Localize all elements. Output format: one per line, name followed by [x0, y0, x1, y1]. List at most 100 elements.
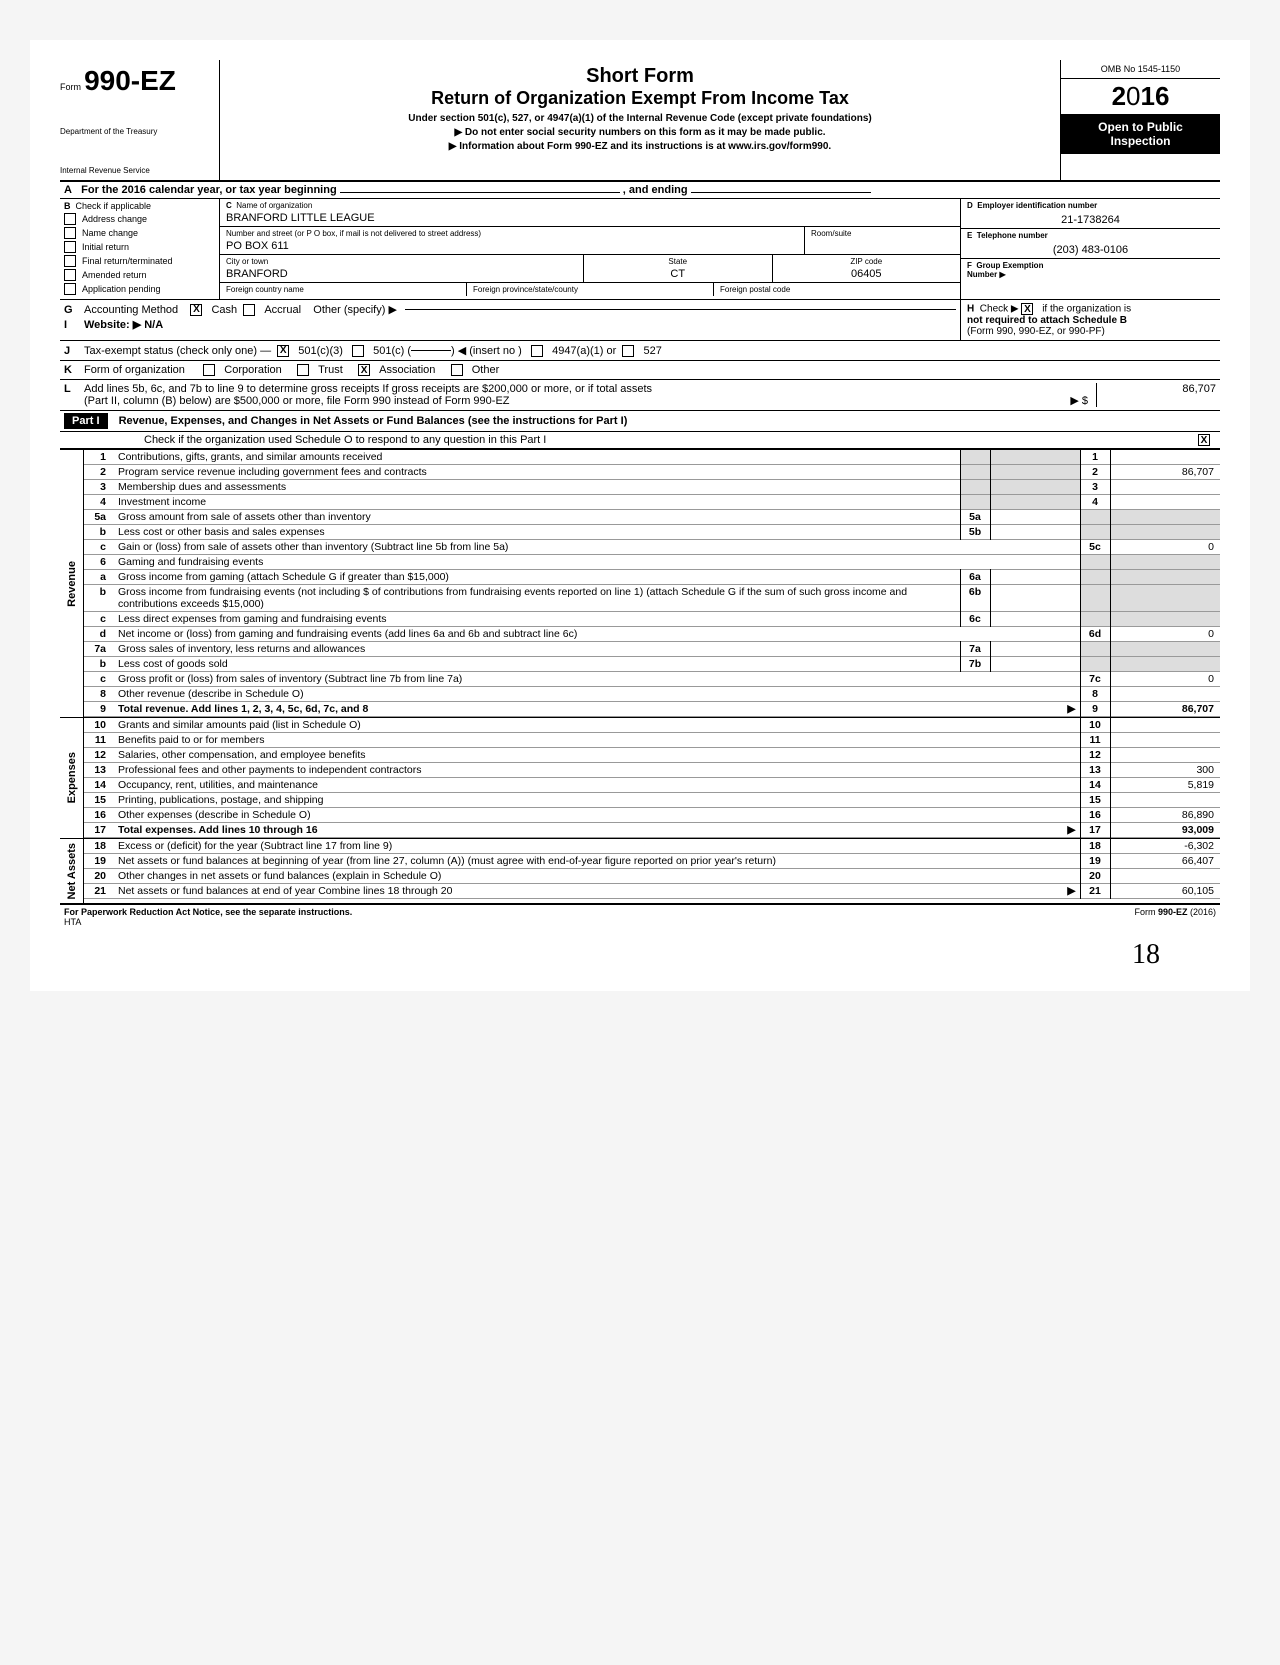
- section-bcdef: B Check if applicable Address change Nam…: [60, 199, 1220, 300]
- label-b: B: [64, 201, 71, 211]
- checkbox-amended[interactable]: [64, 269, 76, 281]
- netassets-label: Net Assets: [64, 839, 80, 903]
- k-opt1: Corporation: [224, 364, 281, 376]
- instruction-1: ▶ Do not enter social security numbers o…: [230, 127, 1050, 138]
- label-g: G: [64, 304, 84, 316]
- netassets-section: Net Assets 18Excess or (deficit) for the…: [60, 838, 1220, 903]
- line-2: 2Program service revenue including gover…: [84, 465, 1220, 480]
- year-suffix: 16: [1141, 81, 1170, 111]
- part1-title: Revenue, Expenses, and Changes in Net As…: [119, 415, 628, 427]
- footer: For Paperwork Reduction Act Notice, see …: [60, 903, 1220, 929]
- check-initial: Initial return: [64, 241, 215, 253]
- col-def: D Employer identification number 21-1738…: [960, 199, 1220, 299]
- omb-number: OMB No 1545-1150: [1061, 60, 1220, 79]
- f-text: Group Exemption: [976, 261, 1043, 270]
- line-4: 4Investment income4: [84, 495, 1220, 510]
- footer-hta: HTA: [64, 917, 81, 927]
- j-opt3: 4947(a)(1) or: [552, 345, 616, 357]
- checkbox-trust[interactable]: [297, 364, 309, 376]
- checkbox-501c[interactable]: [352, 345, 364, 357]
- l-text1: Add lines 5b, 6c, and 7b to line 9 to de…: [84, 383, 1062, 395]
- check-address: Address change: [64, 213, 215, 225]
- checkbox-name[interactable]: [64, 227, 76, 239]
- j-opt4: 527: [643, 345, 661, 357]
- foreign-country: Foreign country name: [226, 285, 460, 294]
- j-opt2: 501(c) (: [373, 345, 411, 357]
- k-opt4: Other: [472, 364, 500, 376]
- checkbox-cash[interactable]: X: [190, 304, 202, 316]
- line-7c: cGross profit or (loss) from sales of in…: [84, 672, 1220, 687]
- check-final: Final return/terminated: [64, 255, 215, 267]
- form-header: Form 990-EZ Department of the Treasury I…: [60, 60, 1220, 182]
- checkbox-527[interactable]: [622, 345, 634, 357]
- line-5a: 5aGross amount from sale of assets other…: [84, 510, 1220, 525]
- form-990ez: Form 990-EZ Department of the Treasury I…: [30, 40, 1250, 991]
- checkbox-address[interactable]: [64, 213, 76, 225]
- part1-label: Part I: [64, 413, 108, 429]
- netassets-side: Net Assets: [60, 839, 84, 903]
- line-9: 9Total revenue. Add lines 1, 2, 3, 4, 5c…: [84, 702, 1220, 717]
- checkbox-initial[interactable]: [64, 241, 76, 253]
- foreign-province: Foreign province/state/county: [473, 285, 707, 294]
- row-a-text1: For the 2016 calendar year, or tax year …: [81, 184, 337, 196]
- state-label: State: [590, 257, 766, 266]
- checkbox-h[interactable]: X: [1021, 303, 1033, 315]
- accrual-label: Accrual: [264, 304, 301, 316]
- line-6: 6Gaming and fundraising events: [84, 555, 1220, 570]
- cell-f: F Group Exemption Number ▶: [961, 259, 1220, 281]
- line-6a: aGross income from gaming (attach Schedu…: [84, 570, 1220, 585]
- other-label: Other (specify) ▶: [313, 303, 397, 316]
- line-13: 13Professional fees and other payments t…: [84, 763, 1220, 778]
- h-text2: if the organization is: [1042, 304, 1131, 315]
- form-number: 990-EZ: [84, 65, 176, 96]
- tax-year: 2016: [1061, 79, 1220, 114]
- line-1: 1Contributions, gifts, grants, and simil…: [84, 450, 1220, 465]
- open-public: Open to Public Inspection: [1061, 114, 1220, 154]
- col-c: C Name of organization BRANFORD LITTLE L…: [220, 199, 960, 299]
- checkbox-part1-sched-o[interactable]: X: [1198, 434, 1210, 446]
- handwritten-note: 18: [60, 939, 1220, 971]
- checkbox-other[interactable]: [451, 364, 463, 376]
- d-text: Employer identification number: [977, 201, 1097, 210]
- line-10: 10Grants and similar amounts paid (list …: [84, 718, 1220, 733]
- line-11: 11Benefits paid to or for members11: [84, 733, 1220, 748]
- j-opt1: 501(c)(3): [298, 345, 343, 357]
- label-e: E: [967, 231, 972, 240]
- website: Website: ▶ N/A: [84, 318, 163, 331]
- phone-value: (203) 483-0106: [967, 244, 1214, 256]
- label-f: F: [967, 261, 972, 270]
- room-label: Room/suite: [811, 229, 954, 238]
- label-k: K: [64, 364, 84, 376]
- label-a: A: [64, 184, 72, 196]
- city-value: BRANFORD: [226, 268, 577, 280]
- checkbox-501c3[interactable]: X: [277, 345, 289, 357]
- line-7b: bLess cost of goods sold7b: [84, 657, 1220, 672]
- j-text: Tax-exempt status (check only one) —: [84, 345, 271, 357]
- checkbox-corp[interactable]: [203, 364, 215, 376]
- title-return: Return of Organization Exempt From Incom…: [230, 88, 1050, 109]
- k-opt3: Association: [379, 364, 435, 376]
- check-name: Name change: [64, 227, 215, 239]
- line-7a: 7aGross sales of inventory, less returns…: [84, 642, 1220, 657]
- checkbox-final[interactable]: [64, 255, 76, 267]
- l-text2: (Part II, column (B) below) are $500,000…: [84, 395, 1062, 407]
- part1-check-row: Check if the organization used Schedule …: [60, 432, 1220, 449]
- line-6d: dNet income or (loss) from gaming and fu…: [84, 627, 1220, 642]
- part1-header: Part I Revenue, Expenses, and Changes in…: [60, 411, 1220, 432]
- subtitle: Under section 501(c), 527, or 4947(a)(1)…: [230, 113, 1050, 124]
- checkbox-4947[interactable]: [531, 345, 543, 357]
- k-opt2: Trust: [318, 364, 343, 376]
- footer-left: For Paperwork Reduction Act Notice, see …: [64, 907, 352, 917]
- ein-value: 21-1738264: [967, 214, 1214, 226]
- instruction-2: ▶ Information about Form 990-EZ and its …: [230, 141, 1050, 152]
- checkbox-pending[interactable]: [64, 283, 76, 295]
- check-pending: Application pending: [64, 283, 215, 295]
- open-public-1: Open to Public: [1065, 120, 1216, 134]
- cell-h: H Check ▶ X if the organization is not r…: [960, 300, 1220, 340]
- label-i: I: [64, 319, 84, 331]
- e-text: Telephone number: [977, 231, 1048, 240]
- dept-treasury: Department of the Treasury: [60, 127, 211, 136]
- checkbox-assoc[interactable]: X: [358, 364, 370, 376]
- footer-right: Form 990-EZ (2016): [1134, 907, 1216, 927]
- checkbox-accrual[interactable]: [243, 304, 255, 316]
